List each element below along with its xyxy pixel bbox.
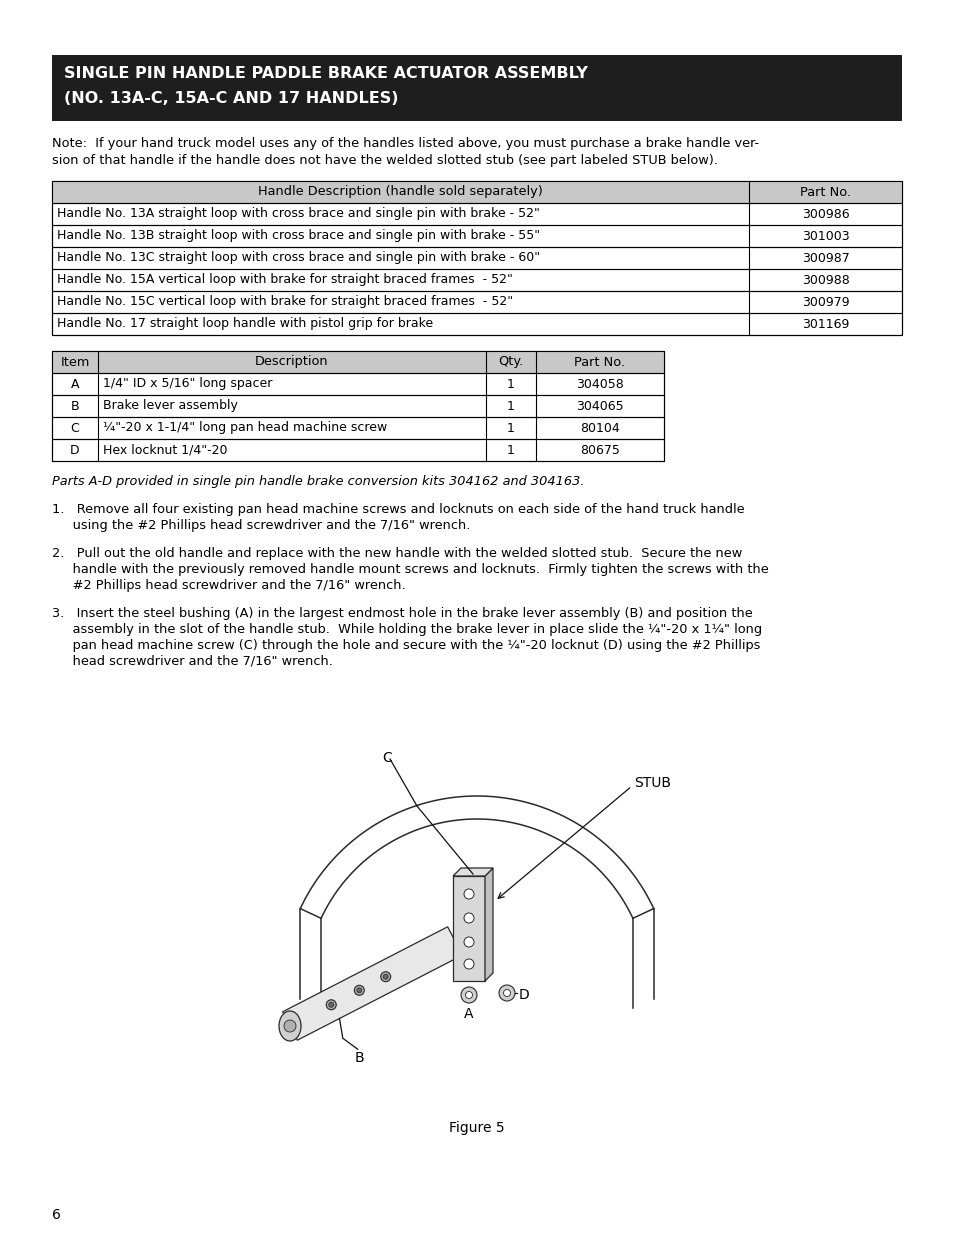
Bar xyxy=(52,182,901,203)
Ellipse shape xyxy=(278,1011,301,1041)
Text: 300986: 300986 xyxy=(801,207,848,221)
Text: 3.   Insert the steel bushing (A) in the largest endmost hole in the brake lever: 3. Insert the steel bushing (A) in the l… xyxy=(52,606,752,620)
Text: Note:  If your hand truck model uses any of the handles listed above, you must p: Note: If your hand truck model uses any … xyxy=(52,137,759,149)
Text: A: A xyxy=(71,378,79,390)
Text: B: B xyxy=(355,1051,364,1066)
Text: 1: 1 xyxy=(507,421,515,435)
Text: Part No.: Part No. xyxy=(800,185,850,199)
Text: 1/4" ID x 5/16" long spacer: 1/4" ID x 5/16" long spacer xyxy=(103,378,273,390)
Text: 1: 1 xyxy=(507,378,515,390)
Text: 80104: 80104 xyxy=(579,421,619,435)
Bar xyxy=(52,373,663,395)
Text: Description: Description xyxy=(254,356,329,368)
Circle shape xyxy=(460,987,476,1003)
Text: 1: 1 xyxy=(507,443,515,457)
Bar xyxy=(52,269,901,291)
Text: handle with the previously removed handle mount screws and locknuts.  Firmly tig: handle with the previously removed handl… xyxy=(52,563,768,576)
Text: assembly in the slot of the handle stub.  While holding the brake lever in place: assembly in the slot of the handle stub.… xyxy=(52,622,761,636)
Polygon shape xyxy=(453,868,493,876)
Text: head screwdriver and the 7/16" wrench.: head screwdriver and the 7/16" wrench. xyxy=(52,655,333,668)
Text: 300988: 300988 xyxy=(801,273,848,287)
Text: A: A xyxy=(463,1007,473,1021)
Circle shape xyxy=(284,1020,295,1032)
Text: D: D xyxy=(518,988,529,1002)
Bar xyxy=(52,395,663,417)
Text: C: C xyxy=(71,421,79,435)
Circle shape xyxy=(383,974,388,979)
Text: Handle No. 13C straight loop with cross brace and single pin with brake - 60": Handle No. 13C straight loop with cross … xyxy=(57,252,539,264)
Text: sion of that handle if the handle does not have the welded slotted stub (see par: sion of that handle if the handle does n… xyxy=(52,154,718,167)
Text: 1.   Remove all four existing pan head machine screws and locknuts on each side : 1. Remove all four existing pan head mac… xyxy=(52,503,744,516)
Bar xyxy=(52,351,663,373)
Circle shape xyxy=(498,986,515,1002)
Circle shape xyxy=(380,972,391,982)
Text: Handle No. 13B straight loop with cross brace and single pin with brake - 55": Handle No. 13B straight loop with cross … xyxy=(57,230,539,242)
Text: Item: Item xyxy=(60,356,90,368)
Text: 301169: 301169 xyxy=(801,317,848,331)
Circle shape xyxy=(326,1000,335,1010)
Bar xyxy=(52,203,901,225)
Bar xyxy=(52,351,663,461)
Text: pan head machine screw (C) through the hole and secure with the ¼"-20 locknut (D: pan head machine screw (C) through the h… xyxy=(52,638,760,652)
Text: SINGLE PIN HANDLE PADDLE BRAKE ACTUATOR ASSEMBLY: SINGLE PIN HANDLE PADDLE BRAKE ACTUATOR … xyxy=(64,65,587,82)
Polygon shape xyxy=(484,868,493,981)
Text: ¼"-20 x 1-1/4" long pan head machine screw: ¼"-20 x 1-1/4" long pan head machine scr… xyxy=(103,421,387,435)
Text: B: B xyxy=(71,399,79,412)
Bar xyxy=(52,312,901,335)
Text: Handle Description (handle sold separately): Handle Description (handle sold separate… xyxy=(258,185,542,199)
Text: 300979: 300979 xyxy=(801,295,848,309)
Bar xyxy=(52,182,901,335)
Text: using the #2 Phillips head screwdriver and the 7/16" wrench.: using the #2 Phillips head screwdriver a… xyxy=(52,519,470,532)
Text: 80675: 80675 xyxy=(579,443,619,457)
Text: STUB: STUB xyxy=(634,776,670,790)
Circle shape xyxy=(463,913,474,923)
Text: 304058: 304058 xyxy=(576,378,623,390)
Text: Qty.: Qty. xyxy=(497,356,523,368)
Text: 301003: 301003 xyxy=(801,230,848,242)
Bar xyxy=(52,56,901,121)
Text: Handle No. 17 straight loop handle with pistol grip for brake: Handle No. 17 straight loop handle with … xyxy=(57,317,433,331)
Circle shape xyxy=(503,989,510,997)
Text: 2.   Pull out the old handle and replace with the new handle with the welded slo: 2. Pull out the old handle and replace w… xyxy=(52,547,741,559)
Polygon shape xyxy=(282,926,462,1040)
Text: Part No.: Part No. xyxy=(574,356,625,368)
Text: Handle No. 13A straight loop with cross brace and single pin with brake - 52": Handle No. 13A straight loop with cross … xyxy=(57,207,539,221)
Text: Figure 5: Figure 5 xyxy=(449,1121,504,1135)
Circle shape xyxy=(356,988,361,993)
Text: Handle No. 15A vertical loop with brake for straight braced frames  - 52": Handle No. 15A vertical loop with brake … xyxy=(57,273,513,287)
Text: Hex locknut 1/4"-20: Hex locknut 1/4"-20 xyxy=(103,443,227,457)
Bar xyxy=(52,291,901,312)
Circle shape xyxy=(329,1003,334,1008)
Circle shape xyxy=(463,889,474,899)
Text: (NO. 13A-C, 15A-C AND 17 HANDLES): (NO. 13A-C, 15A-C AND 17 HANDLES) xyxy=(64,91,398,106)
Text: 6: 6 xyxy=(52,1208,61,1221)
Bar xyxy=(52,225,901,247)
Bar xyxy=(52,417,663,438)
Text: #2 Phillips head screwdriver and the 7/16" wrench.: #2 Phillips head screwdriver and the 7/1… xyxy=(52,579,405,592)
Text: 300987: 300987 xyxy=(801,252,848,264)
Bar xyxy=(52,438,663,461)
Text: 304065: 304065 xyxy=(576,399,623,412)
Text: C: C xyxy=(381,751,392,764)
Bar xyxy=(453,876,484,981)
Text: D: D xyxy=(71,443,80,457)
Text: Brake lever assembly: Brake lever assembly xyxy=(103,399,237,412)
Bar xyxy=(52,247,901,269)
Circle shape xyxy=(463,937,474,947)
Circle shape xyxy=(465,992,472,999)
Text: 1: 1 xyxy=(507,399,515,412)
Text: Parts A-D provided in single pin handle brake conversion kits 304162 and 304163.: Parts A-D provided in single pin handle … xyxy=(52,475,584,488)
Text: Handle No. 15C vertical loop with brake for straight braced frames  - 52": Handle No. 15C vertical loop with brake … xyxy=(57,295,513,309)
Circle shape xyxy=(354,986,364,995)
Circle shape xyxy=(463,960,474,969)
